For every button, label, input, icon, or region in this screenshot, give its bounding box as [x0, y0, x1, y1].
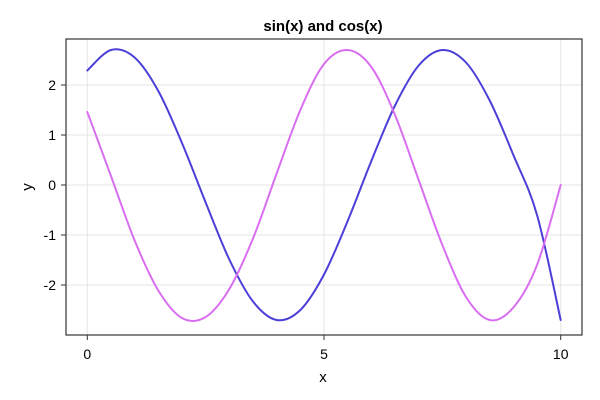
x-tick-label: 5 — [320, 346, 328, 362]
grid-layer — [66, 39, 582, 335]
y-tick-label: 0 — [48, 177, 56, 193]
series-layer — [86, 48, 562, 322]
series-line-2 — [86, 48, 562, 322]
x-tick-label: 10 — [553, 346, 569, 362]
y-tick-label: -2 — [44, 277, 57, 293]
chart-title: sin(x) and cos(x) — [263, 18, 382, 35]
y-tick-label: 2 — [48, 77, 56, 93]
tick-layer: 0 5 10 -2 -1 0 1 2 — [44, 77, 569, 362]
y-tick-label: -1 — [44, 227, 57, 243]
x-axis-label: x — [319, 369, 327, 386]
y-tick-label: 1 — [48, 127, 56, 143]
series-line-1 — [86, 48, 562, 322]
y-axis-label: y — [19, 183, 36, 191]
x-tick-label: 0 — [83, 346, 91, 362]
